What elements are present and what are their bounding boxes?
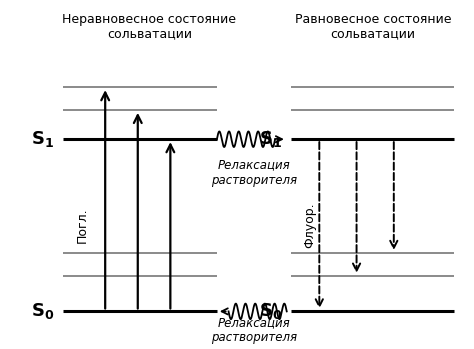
Text: Флуор.: Флуор. [303,202,317,248]
Text: Релаксация
растворителя: Релаксация растворителя [211,316,297,344]
Text: $\mathbf{S_0}$: $\mathbf{S_0}$ [31,302,54,321]
Text: $\mathbf{S_0}$: $\mathbf{S_0}$ [259,302,282,321]
Text: $\mathbf{S_1}$: $\mathbf{S_1}$ [31,129,54,149]
Text: Релаксация
растворителя: Релаксация растворителя [211,159,297,187]
Text: Равновесное состояние
сольватации: Равновесное состояние сольватации [295,13,451,40]
Text: Неравновесное состояние
сольватации: Неравновесное состояние сольватации [63,13,237,40]
Text: Погл.: Погл. [75,208,89,243]
Text: $\mathbf{S_1}$: $\mathbf{S_1}$ [259,129,282,149]
